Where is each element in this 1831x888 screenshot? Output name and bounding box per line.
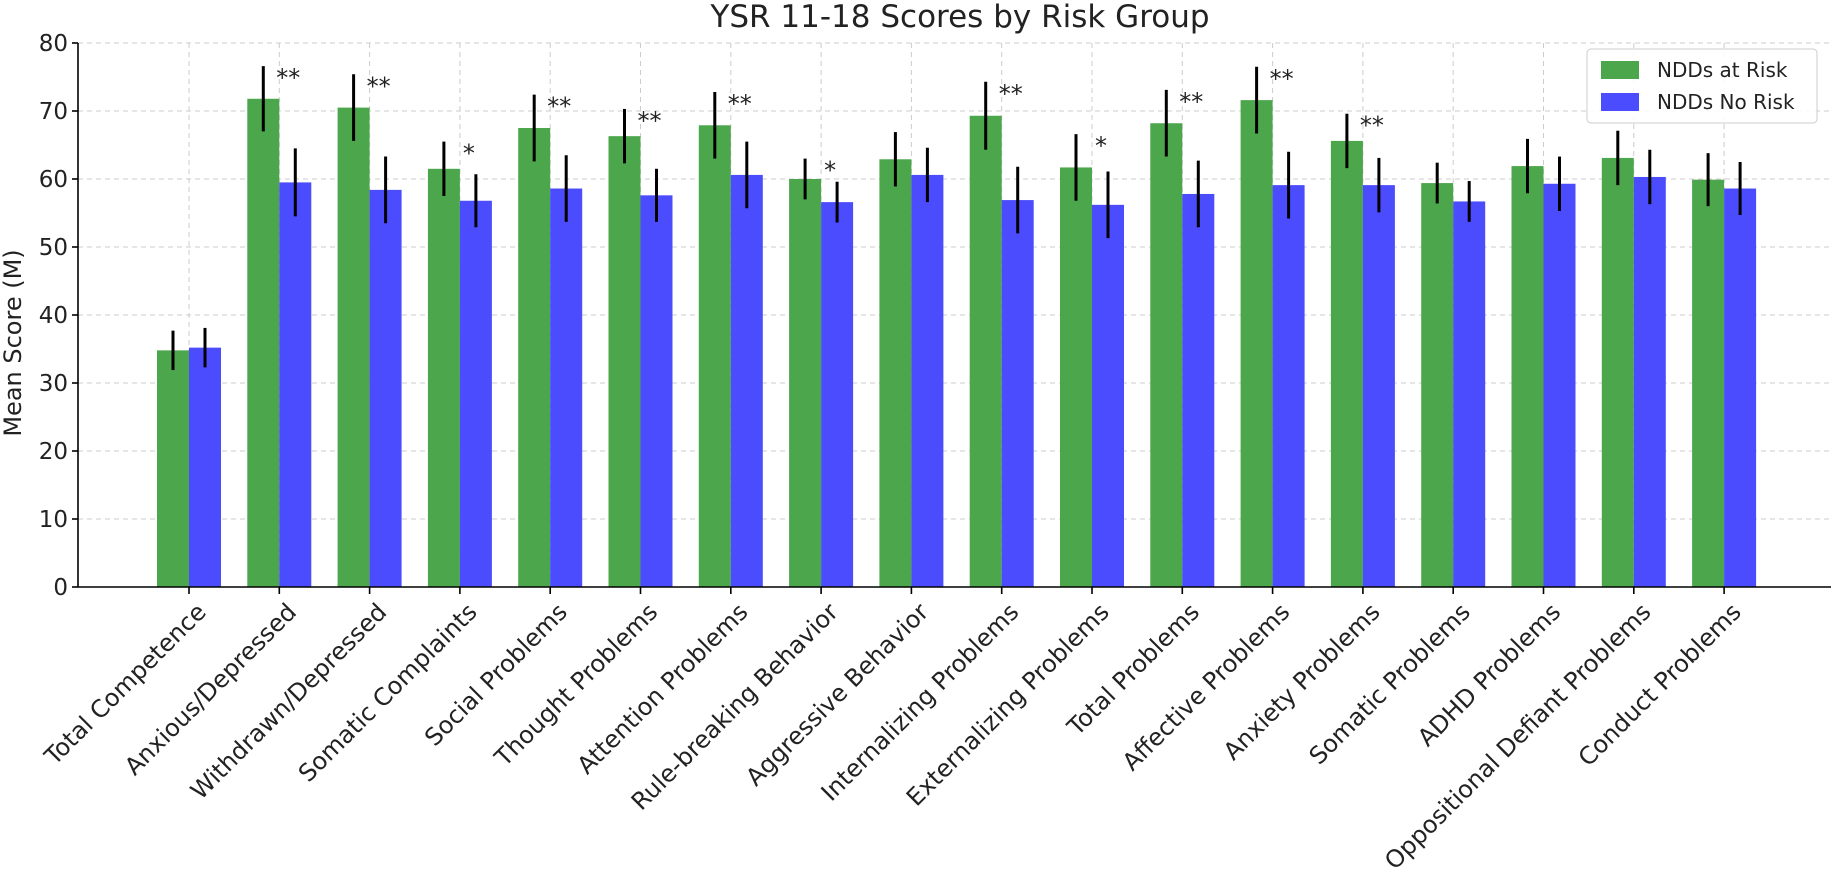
bar-no-risk <box>1724 188 1757 587</box>
bars-layer <box>157 66 1757 588</box>
bar-at-risk <box>247 98 280 587</box>
bar-at-risk <box>969 115 1002 587</box>
bar-no-risk <box>1272 185 1305 587</box>
bar-no-risk <box>1633 176 1666 587</box>
significance-marker: ** <box>367 72 391 100</box>
bar-at-risk <box>1692 179 1725 587</box>
x-tick-label: Total Competence <box>39 598 212 771</box>
legend-label: NDDs No Risk <box>1657 90 1795 114</box>
bar-no-risk <box>1092 204 1124 587</box>
x-tick-label: Somatic Complaints <box>293 598 483 788</box>
bar-no-risk <box>1182 193 1215 587</box>
bar-no-risk <box>1453 201 1486 587</box>
x-tick-label: Thought Problems <box>489 598 664 773</box>
bar-no-risk <box>1001 200 1034 587</box>
bar-no-risk <box>730 174 763 588</box>
significance-marker: ** <box>547 93 571 121</box>
bar-at-risk <box>789 179 822 587</box>
bar-no-risk <box>640 195 673 587</box>
bar-at-risk <box>1330 140 1363 588</box>
significance-marker: * <box>463 140 475 168</box>
bar-at-risk <box>879 159 912 587</box>
significance-marker: ** <box>999 80 1023 108</box>
significance-marker: ** <box>1360 112 1384 140</box>
significance-marker: ** <box>276 64 300 92</box>
bar-no-risk <box>369 189 402 587</box>
significance-marker: * <box>1095 132 1107 160</box>
significance-marker: ** <box>728 90 752 118</box>
bar-at-risk <box>608 136 641 587</box>
y-tick-label: 60 <box>39 167 68 193</box>
legend-label: NDDs at Risk <box>1657 58 1788 82</box>
legend-swatch <box>1601 93 1639 111</box>
x-tick-label: Anxiety Problems <box>1218 598 1386 766</box>
bar-at-risk <box>1060 167 1092 587</box>
y-tick-label: 20 <box>39 439 68 465</box>
x-tick-label: Anxious/Depressed <box>119 598 302 781</box>
bar-no-risk <box>1543 183 1576 587</box>
x-tick-label: Attention Problems <box>572 598 754 780</box>
legend-box <box>1586 48 1818 124</box>
bar-no-risk <box>550 188 583 587</box>
bar-at-risk <box>518 128 551 587</box>
significance-marker: ** <box>1179 88 1203 116</box>
x-tick-label: Affective Problems <box>1117 598 1295 776</box>
y-tick-label: 0 <box>53 575 68 601</box>
bar-no-risk <box>1362 185 1395 587</box>
y-tick-label: 70 <box>39 99 68 125</box>
bar-at-risk <box>1240 100 1273 588</box>
x-tick-label: Conduct Problems <box>1573 598 1747 772</box>
bar-at-risk <box>337 107 370 587</box>
significance-marker: ** <box>1270 65 1294 93</box>
legend-swatch <box>1601 61 1639 79</box>
y-tick-label: 10 <box>39 507 68 533</box>
significance-marker: * <box>824 157 836 185</box>
bar-at-risk <box>1601 157 1634 588</box>
x-tick-label: Somatic Problems <box>1304 598 1476 770</box>
bar-at-risk <box>1511 166 1544 587</box>
y-tick-label: 50 <box>39 235 68 261</box>
y-tick-label: 80 <box>39 31 68 57</box>
bar-no-risk <box>911 174 944 588</box>
legend: NDDs at Risk NDDs No Risk <box>1586 48 1818 124</box>
x-tick-label: Aggressive Behavior <box>740 598 934 792</box>
bar-at-risk <box>1421 183 1454 587</box>
bar-no-risk <box>821 202 854 587</box>
bar-no-risk <box>189 347 221 587</box>
bar-no-risk <box>279 182 312 587</box>
bar-no-risk <box>459 200 492 587</box>
axes-layer <box>72 42 1831 594</box>
significance-marker: ** <box>638 107 662 135</box>
y-axis-label: Mean Score (M) <box>0 249 27 436</box>
y-tick-label: 40 <box>39 303 68 329</box>
chart-title: YSR 11-18 Scores by Risk Group <box>709 0 1209 35</box>
bar-at-risk <box>157 350 189 587</box>
y-tick-label: 30 <box>39 371 68 397</box>
bar-at-risk <box>1150 123 1183 588</box>
bar-at-risk <box>698 125 731 587</box>
bar-at-risk <box>427 168 460 588</box>
